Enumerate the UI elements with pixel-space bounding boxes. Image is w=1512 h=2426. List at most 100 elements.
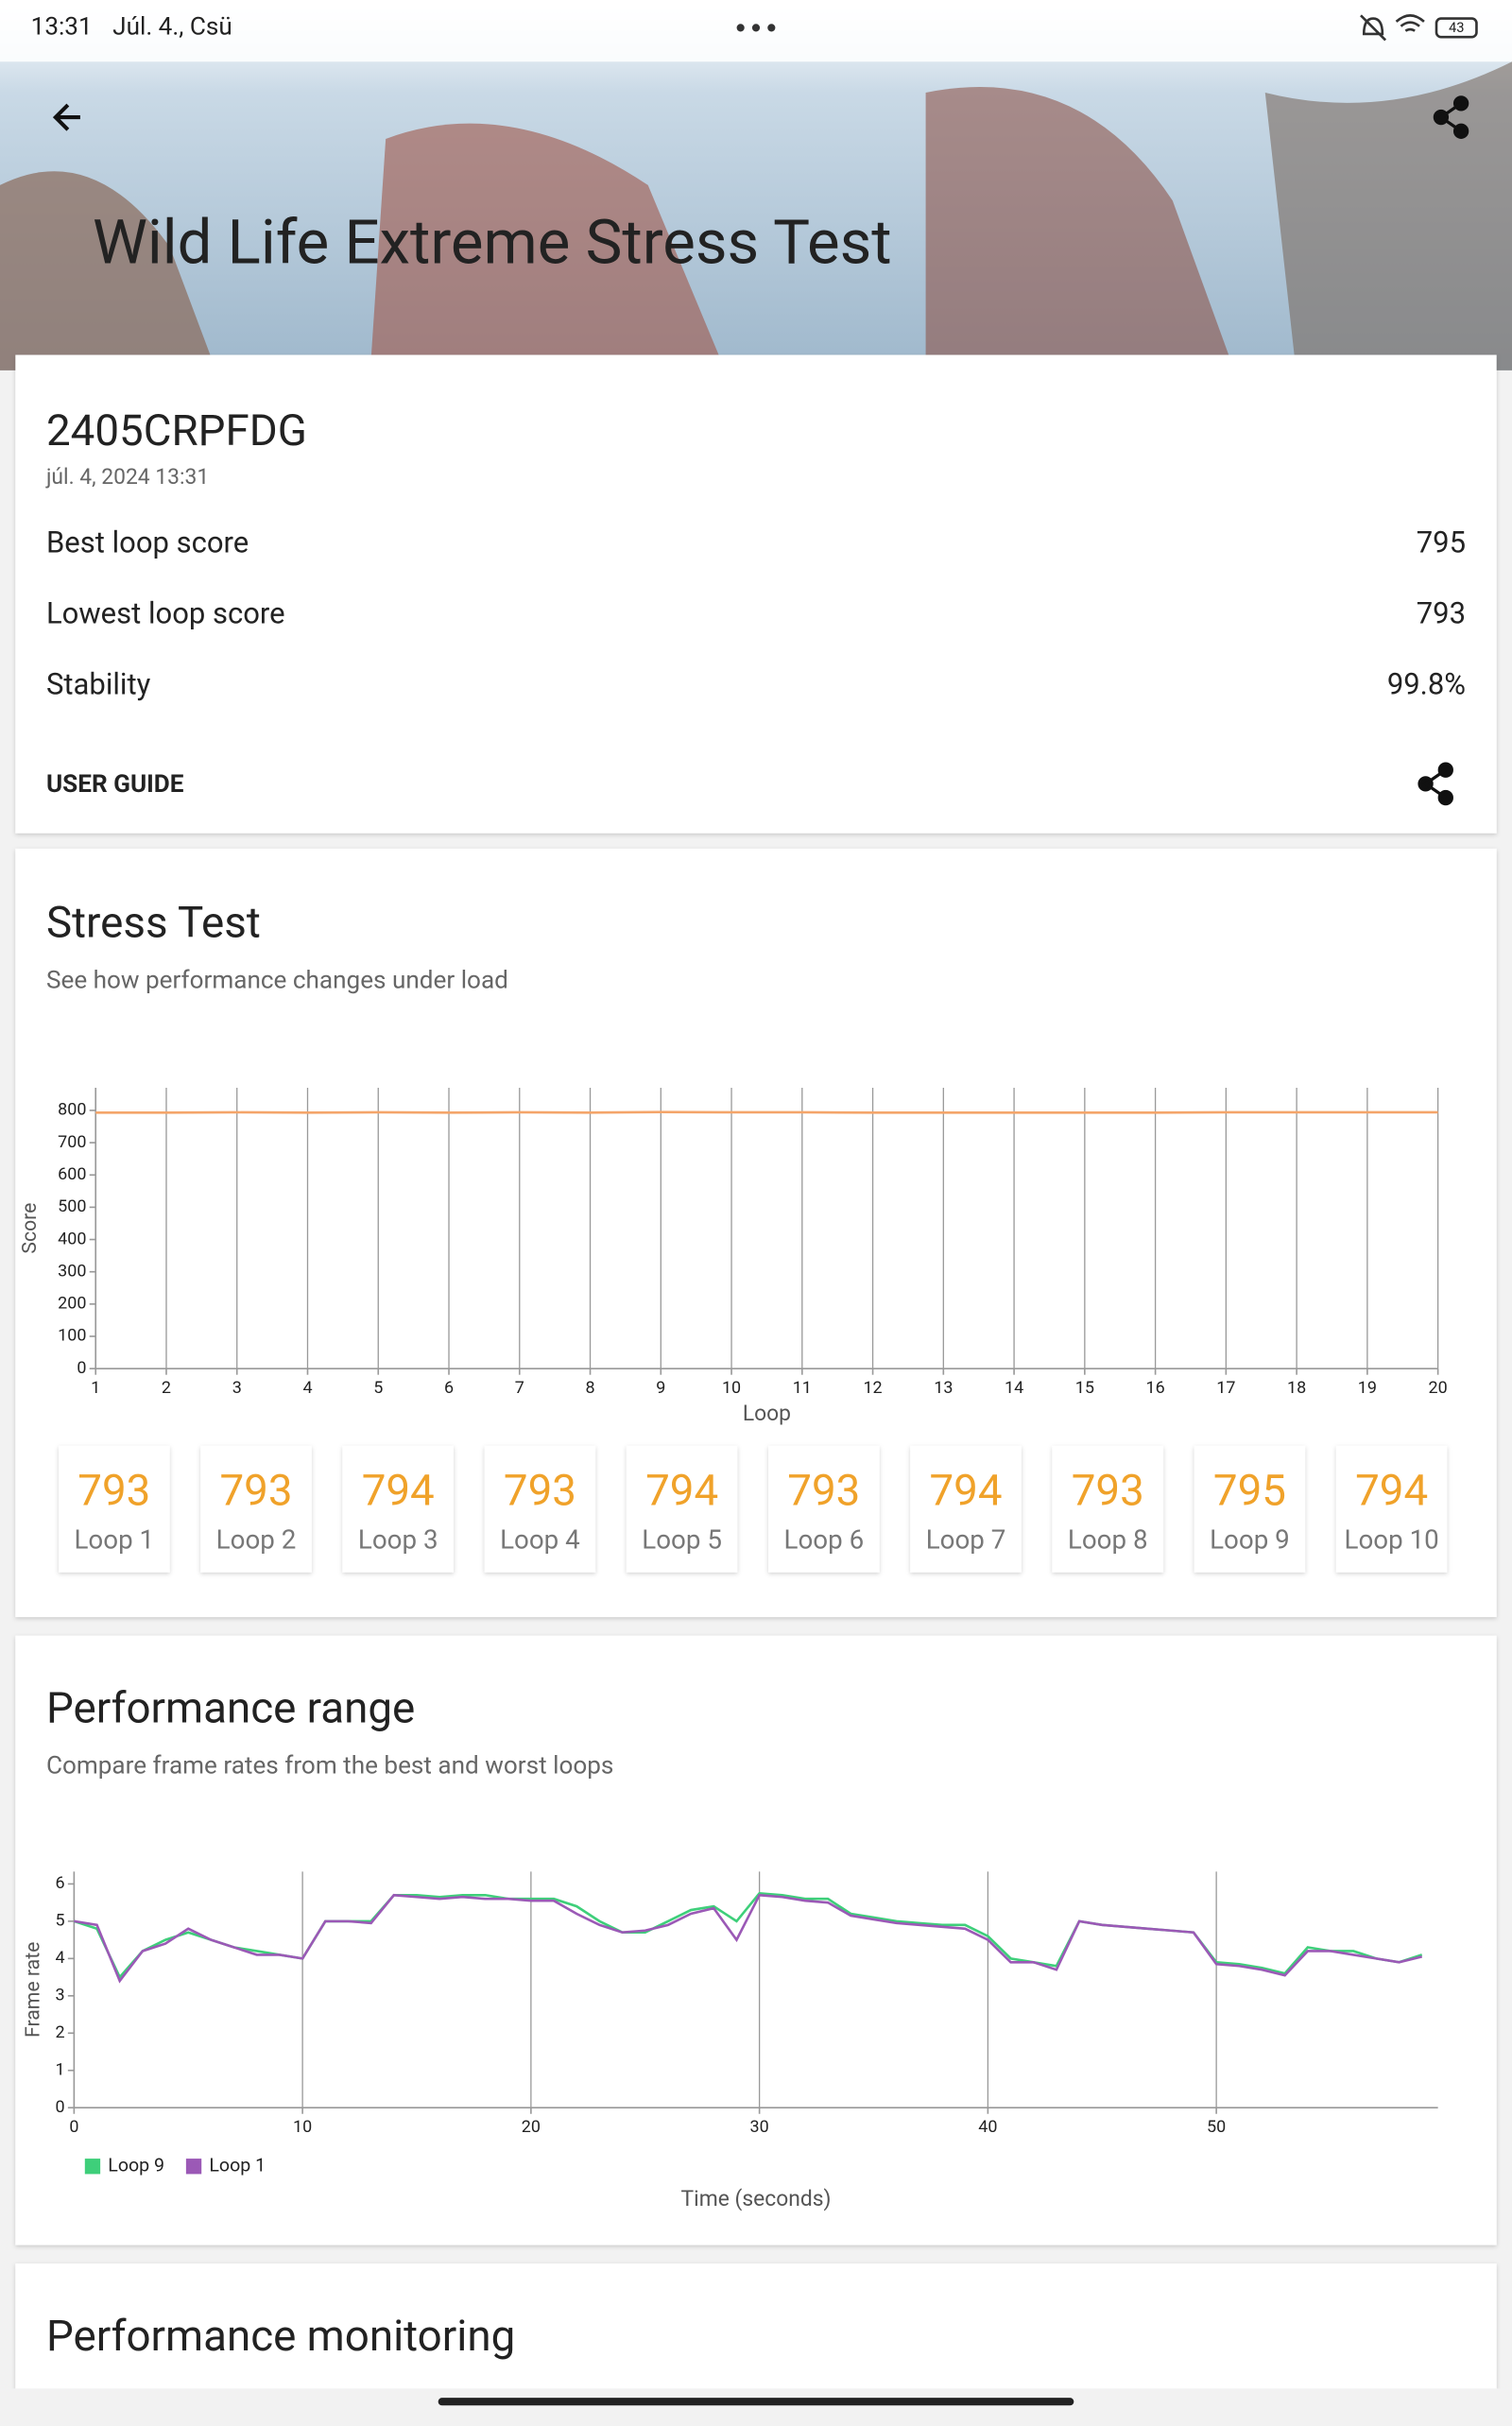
loop-card: [626, 1445, 738, 1573]
x-tick-label: 9: [656, 1378, 665, 1398]
loop-card: [342, 1445, 454, 1573]
x-tick-label: 10: [722, 1378, 741, 1398]
row-label: Best loop score: [46, 525, 249, 560]
loop-card: [1335, 1445, 1448, 1573]
range-chart: 0 10 20 30 40 50 0 1 2 3 4 5 6 Time (seconds) Frame ra…: [22, 1871, 1438, 2211]
y-tick-label: 0: [55, 2097, 64, 2117]
loop-card: [1052, 1445, 1164, 1573]
loop-label: Loop 7: [926, 1523, 1006, 1555]
battery-level: 43: [1449, 19, 1465, 36]
loop-score: 793: [219, 1466, 292, 1516]
status-date: Júl. 4., Csü: [112, 12, 232, 41]
user-guide-link[interactable]: USER GUIDE: [46, 770, 184, 799]
series-line: [95, 1110, 1438, 1114]
section-title: Performance monitoring: [46, 2312, 515, 2362]
y-tick-label: 600: [58, 1164, 86, 1184]
x-tick-label: 7: [515, 1378, 524, 1398]
loop-card: [910, 1445, 1022, 1573]
x-tick-label: 20: [522, 2117, 541, 2137]
legend-swatch: [84, 2159, 101, 2175]
series-line: [74, 1893, 1423, 1984]
page-title: Wild Life Extreme Stress Test: [93, 205, 892, 278]
section-title: Stress Test: [46, 899, 261, 949]
status-icons: [1360, 14, 1478, 42]
loop-score: 793: [77, 1466, 150, 1516]
y-tick-label: 700: [58, 1132, 86, 1152]
loop-score: 794: [645, 1466, 718, 1516]
loop-score: 794: [1355, 1466, 1428, 1516]
loop-label: Loop 8: [1068, 1523, 1148, 1555]
y-tick-label: 200: [58, 1294, 86, 1314]
x-tick-label: 8: [585, 1378, 594, 1398]
loop-card: [1194, 1445, 1306, 1573]
x-tick-label: 40: [978, 2117, 997, 2137]
gesture-bar: [438, 2398, 1074, 2406]
row-label: Stability: [46, 667, 151, 702]
row-value: 793: [1417, 596, 1466, 631]
x-tick-label: 6: [444, 1378, 454, 1398]
loop-card: [768, 1445, 880, 1573]
legend-swatch: [185, 2159, 202, 2175]
y-axis-label: Score: [18, 1203, 42, 1254]
share-button[interactable]: [1433, 95, 1469, 139]
x-tick-label: 20: [1429, 1378, 1448, 1398]
y-axis-label: Frame rate: [22, 1942, 45, 2038]
x-tick-label: 12: [863, 1378, 882, 1398]
x-tick-label: 0: [69, 2117, 78, 2137]
y-tick-label: 3: [55, 1986, 64, 2005]
y-tick-label: 6: [55, 1873, 64, 1893]
loop-label: Loop 5: [642, 1523, 722, 1555]
loop-score: 794: [362, 1466, 435, 1516]
x-tick-label: 4: [302, 1378, 312, 1398]
y-tick-label: 300: [58, 1261, 86, 1281]
x-tick-label: 15: [1075, 1378, 1094, 1398]
loop-label: Loop 9: [1210, 1523, 1290, 1555]
loop-label: Loop 3: [358, 1523, 438, 1555]
x-tick-label: 50: [1207, 2117, 1226, 2137]
x-axis-label: Loop: [743, 1401, 791, 1426]
y-tick-label: 800: [58, 1100, 86, 1120]
x-tick-label: 13: [934, 1378, 953, 1398]
legend-label: Loop 9: [108, 2154, 164, 2176]
y-tick-label: 0: [77, 1358, 86, 1378]
section-subtitle: See how performance changes under load: [46, 966, 508, 994]
range-card: [15, 1635, 1497, 2245]
x-tick-label: 1: [91, 1378, 100, 1398]
x-tick-label: 17: [1216, 1378, 1235, 1398]
result-date: júl. 4, 2024 13:31: [45, 464, 209, 490]
loop-label: Loop 4: [500, 1523, 580, 1555]
loop-score: 793: [504, 1466, 576, 1516]
y-tick-label: 2: [55, 2022, 64, 2042]
loop-score: 793: [787, 1466, 860, 1516]
x-tick-label: 3: [232, 1378, 242, 1398]
y-tick-label: 500: [58, 1196, 86, 1216]
row-value: 795: [1417, 525, 1466, 560]
summary-share[interactable]: [1418, 762, 1453, 806]
x-tick-label: 14: [1005, 1378, 1023, 1398]
back-button[interactable]: [52, 103, 80, 131]
section-subtitle: Compare frame rates from the best and wo…: [46, 1751, 613, 1780]
loop-label: Loop 10: [1345, 1523, 1439, 1555]
loop-score: 794: [930, 1466, 1003, 1516]
x-tick-label: 18: [1287, 1378, 1306, 1398]
legend-label: Loop 1: [209, 2154, 266, 2176]
loop-score: 795: [1213, 1466, 1286, 1516]
device-name: 2405CRPFDG: [46, 406, 307, 456]
x-tick-label: 5: [373, 1378, 383, 1398]
summary-card: [15, 354, 1497, 834]
y-tick-label: 4: [55, 1948, 64, 1968]
stress-chart: 1 2 3 4 5 6 7 8 9 10 11 12 13 14 15 16 17 18 19 20010020030…: [18, 1088, 1448, 1426]
status-more: [736, 24, 776, 32]
row-value: 99.8%: [1387, 667, 1466, 702]
y-tick-label: 1: [55, 2059, 64, 2079]
loop-label: Loop 2: [216, 1523, 297, 1555]
loop-score: 793: [1072, 1466, 1144, 1516]
loop-label: Loop 6: [784, 1523, 865, 1555]
x-axis-label: Time (seconds): [681, 2186, 832, 2211]
x-tick-label: 16: [1146, 1378, 1165, 1398]
y-tick-label: 400: [58, 1229, 86, 1248]
loop-card: [200, 1445, 312, 1573]
x-tick-label: 11: [793, 1378, 812, 1398]
